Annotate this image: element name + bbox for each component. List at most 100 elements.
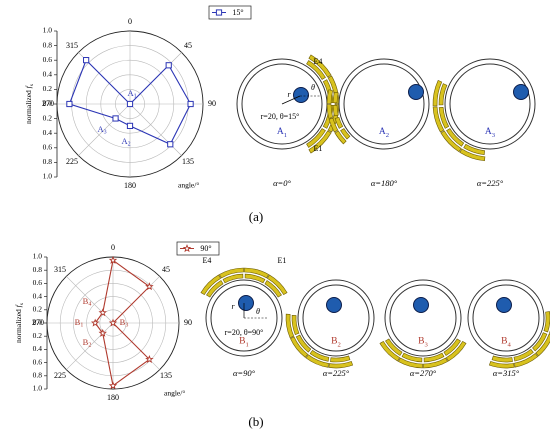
ring-label: B4 — [501, 337, 511, 348]
point-annotation: A1 — [127, 88, 136, 100]
electrode-segment — [206, 280, 224, 298]
legend-marker — [182, 244, 192, 253]
ring-label: A1 — [277, 127, 287, 138]
polar-chart-b: 0 45 90 135 180 225 270 315 0.0 0.2 0.2 0.4 0.4 0.6 0.… — [14, 241, 220, 402]
electrode-segment — [514, 353, 539, 368]
ring-label: B3 — [418, 337, 428, 348]
theta-label: θ — [311, 83, 315, 92]
data-point — [108, 318, 118, 327]
arc-label-e1: E1 — [314, 144, 323, 153]
electrode-segment — [332, 104, 339, 117]
ball — [326, 297, 342, 313]
data-point — [187, 100, 194, 108]
electrode-segment — [328, 360, 354, 369]
radial-tick-label: 0.0 — [33, 318, 43, 327]
point-annotation: B2 — [83, 337, 92, 349]
electrode-segment — [340, 128, 351, 140]
alpha-caption: α=270° — [410, 368, 437, 378]
arc-label-e4: E4 — [314, 57, 323, 66]
inner-ring — [472, 284, 540, 352]
ball — [513, 84, 529, 100]
point-annotation: B3 — [120, 317, 129, 329]
r-label: r — [231, 302, 235, 311]
electrode-segment — [330, 355, 351, 363]
angle-tick-label: 90 — [184, 318, 192, 327]
electrode-segment — [334, 116, 344, 129]
electrode-segment — [222, 273, 244, 284]
electrode-segment — [328, 117, 339, 133]
electrode-segment — [291, 314, 300, 336]
data-point — [83, 57, 90, 64]
electrode-segment — [295, 334, 312, 353]
angle-tick-label: 315 — [66, 41, 78, 50]
inner-ring — [343, 63, 425, 145]
radial-tick-label: 1.0 — [43, 172, 53, 181]
angle-tick-label: 135 — [160, 371, 172, 380]
electrode-segment — [309, 349, 330, 362]
electrode-segment — [438, 106, 450, 129]
polar-spoke — [78, 103, 131, 156]
radius-line — [281, 95, 301, 105]
legend-box — [176, 241, 220, 256]
electrode-segment — [463, 143, 486, 156]
ball — [496, 297, 512, 313]
radial-tick-label: 0.2 — [33, 331, 43, 340]
electrode-segment — [308, 54, 332, 78]
radial-tick-label: 0.4 — [33, 344, 43, 353]
electrode-segment — [535, 333, 550, 357]
electrode-segment — [379, 340, 401, 362]
inner-ring — [302, 284, 370, 352]
angle-tick-label: 180 — [124, 181, 136, 190]
point-annotation: B1 — [75, 317, 84, 329]
electrode-segment — [397, 357, 423, 369]
electrode-segment — [440, 130, 462, 153]
angle-tick-label: 135 — [182, 157, 194, 166]
polar-chart-a: 0 45 90 135 180 225 270 315 0.0 0.2 0.2 0.4 0.4 0.6 0.… — [24, 5, 252, 190]
legend-box — [208, 5, 252, 20]
ball — [238, 295, 254, 311]
alpha-caption: α=90° — [233, 368, 256, 378]
ring-label: B2 — [331, 337, 341, 348]
electrode-segment — [445, 340, 467, 362]
radial-tick-label: 0.4 — [33, 291, 43, 300]
electrode-segment — [385, 338, 403, 356]
polar-spoke — [66, 322, 114, 370]
angle-tick-label: 0 — [111, 243, 115, 252]
angle-tick-label: 90 — [208, 99, 216, 108]
parameter-label: r=20, θ=15° — [261, 112, 300, 121]
electrode-segment — [244, 267, 270, 279]
ring-diagrams-a: A1 α=0° E4 E1 r θ r=20, θ=15° A2 α=180° A3 α=225° — [236, 54, 536, 188]
data-point — [108, 381, 118, 390]
data-point — [90, 318, 100, 327]
angle-axis-title: angle/° — [164, 389, 185, 398]
r-label: r — [287, 90, 291, 99]
data-point — [145, 354, 154, 363]
electrode-segment — [290, 336, 309, 358]
radial-tick-label: 0.8 — [43, 40, 53, 49]
electrode-segment — [244, 273, 266, 284]
electrode-segment — [306, 60, 326, 80]
inner-ring — [449, 63, 531, 145]
radial-tick-label: 0.6 — [33, 278, 43, 287]
radial-tick-label: 0.4 — [43, 70, 53, 79]
electrode-segment — [532, 332, 548, 352]
radial-tick-label: 0.8 — [43, 157, 53, 166]
electrode-segment — [200, 274, 222, 296]
electrode-segment — [326, 104, 334, 119]
electrode-segment — [332, 91, 339, 104]
angle-tick-label: 225 — [66, 157, 78, 166]
electrode-segment — [326, 89, 334, 104]
electrode-segment — [432, 106, 445, 133]
alpha-caption: α=225° — [477, 178, 504, 188]
electrode-segment — [423, 357, 449, 369]
electrode-segment — [513, 348, 534, 362]
angle-tick-label: 315 — [54, 265, 66, 274]
electrode-segment — [334, 130, 347, 145]
data-point — [98, 308, 107, 317]
data-point — [126, 122, 134, 130]
data-point — [108, 255, 118, 264]
parameter-label: r=20, θ=90° — [225, 328, 264, 337]
electrode-segment — [446, 128, 465, 147]
radial-tick-label: 0.6 — [43, 55, 53, 64]
